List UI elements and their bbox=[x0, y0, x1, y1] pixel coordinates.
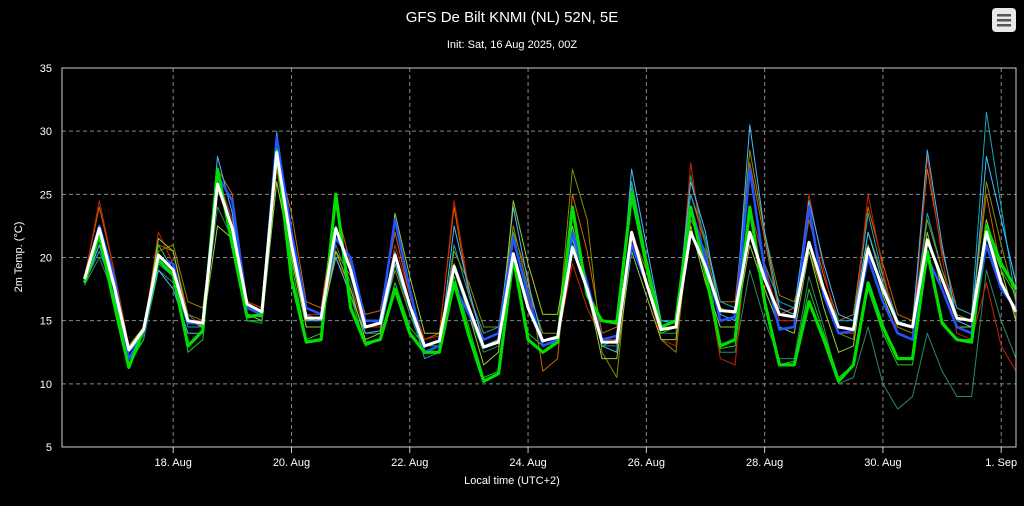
y-tick-label: 35 bbox=[40, 63, 52, 75]
y-axis: 5 10 15 20 25 30 35 bbox=[40, 63, 52, 454]
x-axis-label: Local time (UTC+2) bbox=[464, 475, 560, 487]
y-tick-label: 25 bbox=[40, 189, 52, 201]
x-tick-label: 26. Aug bbox=[628, 457, 665, 469]
y-tick-label: 30 bbox=[40, 126, 52, 138]
chart-title: GFS De Bilt KNMI (NL) 52N, 5E bbox=[406, 9, 619, 26]
y-tick-label: 15 bbox=[40, 316, 52, 328]
y-tick-label: 20 bbox=[40, 253, 52, 265]
ensemble-control-line bbox=[83, 148, 1018, 383]
y-tick-label: 5 bbox=[46, 442, 52, 454]
plot-frame bbox=[61, 67, 1017, 448]
x-tick-label: 20. Aug bbox=[273, 457, 310, 469]
menu-button[interactable] bbox=[992, 8, 1016, 32]
x-tick-label: 18. Aug bbox=[155, 457, 192, 469]
hamburger-icon bbox=[997, 14, 1011, 27]
y-tick-label: 10 bbox=[40, 379, 52, 391]
ensemble-mean-line bbox=[83, 151, 1018, 352]
x-tick-label: 24. Aug bbox=[509, 457, 546, 469]
x-tick-label: 30. Aug bbox=[864, 457, 901, 469]
x-tick-label: 22. Aug bbox=[391, 457, 428, 469]
chart-subtitle: Init: Sat, 16 Aug 2025, 00Z bbox=[447, 39, 578, 51]
x-axis: 18. Aug 20. Aug 22. Aug 24. Aug 26. Aug 28. A… bbox=[155, 447, 1017, 469]
grid bbox=[62, 68, 1016, 447]
y-axis-label: 2m Temp. (°C) bbox=[13, 222, 25, 293]
x-tick-label: 1. Sep bbox=[985, 457, 1017, 469]
plot-series bbox=[83, 111, 1018, 410]
x-tick-label: 28. Aug bbox=[746, 457, 783, 469]
